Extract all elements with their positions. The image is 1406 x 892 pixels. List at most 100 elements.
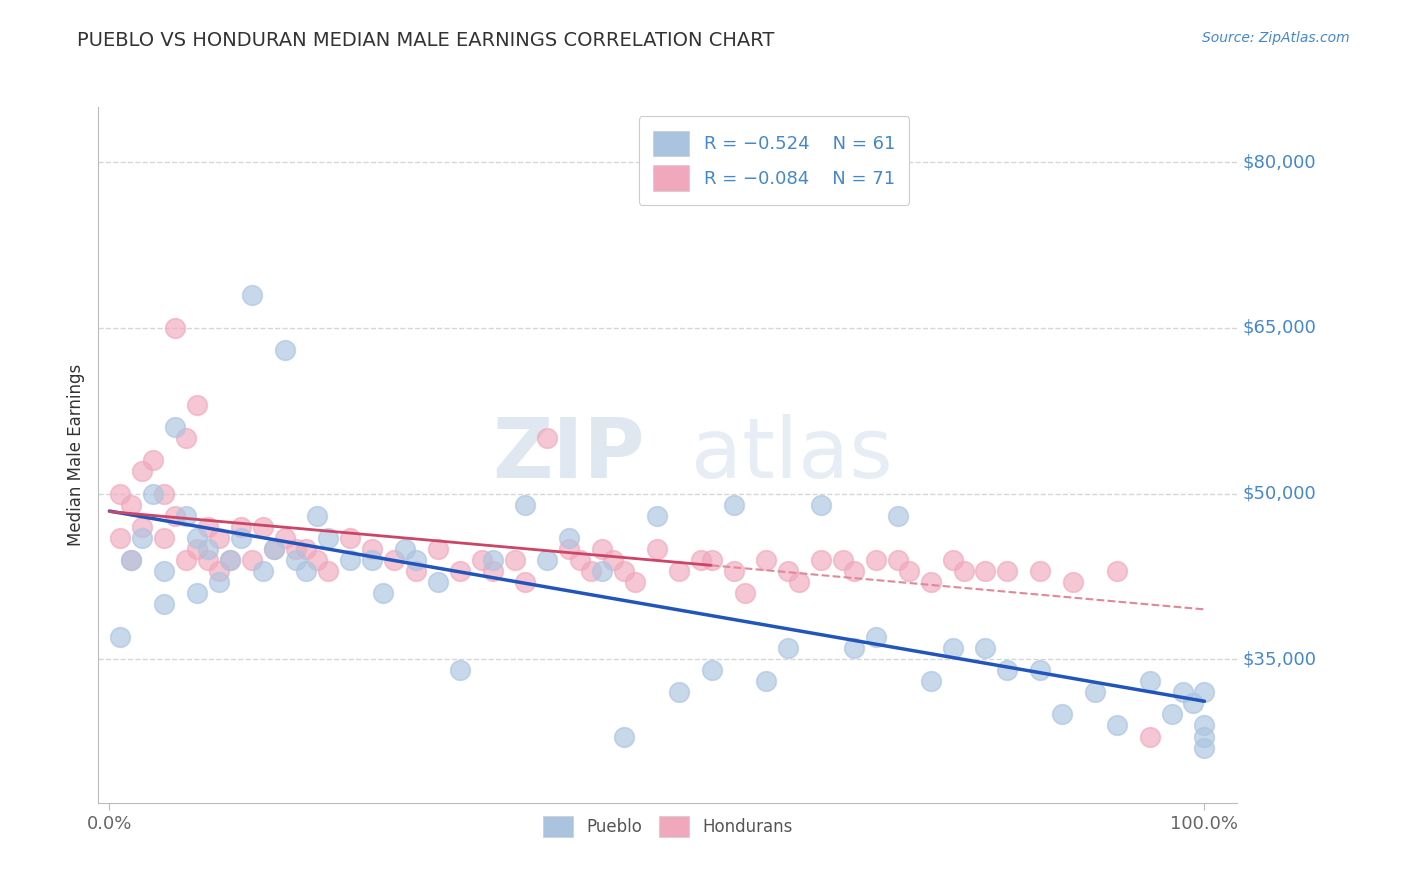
Point — [153, 486, 176, 500]
Point — [579, 564, 602, 578]
Point — [481, 564, 503, 578]
Point — [405, 553, 427, 567]
Point — [942, 641, 965, 656]
Point — [723, 498, 745, 512]
Point — [624, 574, 647, 589]
Point — [1029, 564, 1052, 578]
Point — [186, 586, 208, 600]
Point — [1160, 707, 1182, 722]
Text: Source: ZipAtlas.com: Source: ZipAtlas.com — [1202, 31, 1350, 45]
Point — [186, 531, 208, 545]
Point — [318, 531, 340, 545]
Point — [920, 674, 942, 689]
Point — [1194, 718, 1216, 732]
Point — [197, 541, 219, 556]
Point — [240, 287, 263, 301]
Text: ZIP: ZIP — [492, 415, 645, 495]
Point — [339, 553, 361, 567]
Point — [339, 531, 361, 545]
Point — [668, 564, 690, 578]
Point — [273, 343, 295, 357]
Point — [689, 553, 711, 567]
Y-axis label: Median Male Earnings: Median Male Earnings — [67, 364, 86, 546]
Point — [110, 630, 132, 644]
Point — [810, 498, 832, 512]
Text: $80,000: $80,000 — [1243, 153, 1316, 171]
Point — [569, 553, 592, 567]
Point — [558, 541, 581, 556]
Point — [186, 398, 208, 412]
Point — [842, 564, 865, 578]
Point — [723, 564, 745, 578]
Text: $65,000: $65,000 — [1243, 319, 1317, 337]
Point — [974, 641, 997, 656]
Point — [700, 663, 723, 677]
Point — [131, 465, 153, 479]
Point — [153, 531, 176, 545]
Point — [1139, 674, 1161, 689]
Point — [887, 508, 910, 523]
Point — [645, 541, 668, 556]
Point — [887, 553, 910, 567]
Point — [1029, 663, 1052, 677]
Point — [208, 531, 231, 545]
Point — [778, 564, 800, 578]
Point — [952, 564, 974, 578]
Text: $50,000: $50,000 — [1243, 484, 1317, 502]
Point — [865, 630, 887, 644]
Point — [449, 663, 471, 677]
Point — [142, 453, 165, 467]
Point — [471, 553, 494, 567]
Legend: Pueblo, Hondurans: Pueblo, Hondurans — [537, 810, 799, 843]
Point — [240, 553, 263, 567]
Point — [832, 553, 855, 567]
Point — [591, 541, 613, 556]
Point — [218, 553, 240, 567]
Point — [1194, 730, 1216, 744]
Point — [208, 574, 231, 589]
Point — [131, 519, 153, 533]
Point — [382, 553, 405, 567]
Point — [252, 519, 274, 533]
Point — [120, 553, 142, 567]
Point — [668, 685, 690, 699]
Point — [284, 541, 307, 556]
Point — [1194, 685, 1216, 699]
Point — [974, 564, 997, 578]
Point — [558, 531, 581, 545]
Point — [186, 541, 208, 556]
Point — [263, 541, 285, 556]
Point — [995, 663, 1018, 677]
Point — [865, 553, 887, 567]
Point — [1139, 730, 1161, 744]
Point — [229, 531, 252, 545]
Point — [208, 564, 231, 578]
Text: $35,000: $35,000 — [1243, 650, 1317, 668]
Point — [515, 498, 537, 512]
Point — [942, 553, 965, 567]
Point — [263, 541, 285, 556]
Point — [897, 564, 920, 578]
Point — [481, 553, 503, 567]
Point — [318, 564, 340, 578]
Point — [755, 553, 778, 567]
Point — [120, 498, 142, 512]
Point — [515, 574, 537, 589]
Point — [142, 486, 165, 500]
Point — [174, 508, 197, 523]
Point — [284, 553, 307, 567]
Point — [810, 553, 832, 567]
Point — [110, 531, 132, 545]
Point — [373, 586, 395, 600]
Point — [1050, 707, 1073, 722]
Point — [536, 553, 558, 567]
Point — [174, 553, 197, 567]
Point — [503, 553, 526, 567]
Point — [1062, 574, 1084, 589]
Point — [1182, 697, 1205, 711]
Point — [645, 508, 668, 523]
Point — [755, 674, 778, 689]
Point — [613, 564, 636, 578]
Point — [1105, 718, 1128, 732]
Point — [165, 508, 187, 523]
